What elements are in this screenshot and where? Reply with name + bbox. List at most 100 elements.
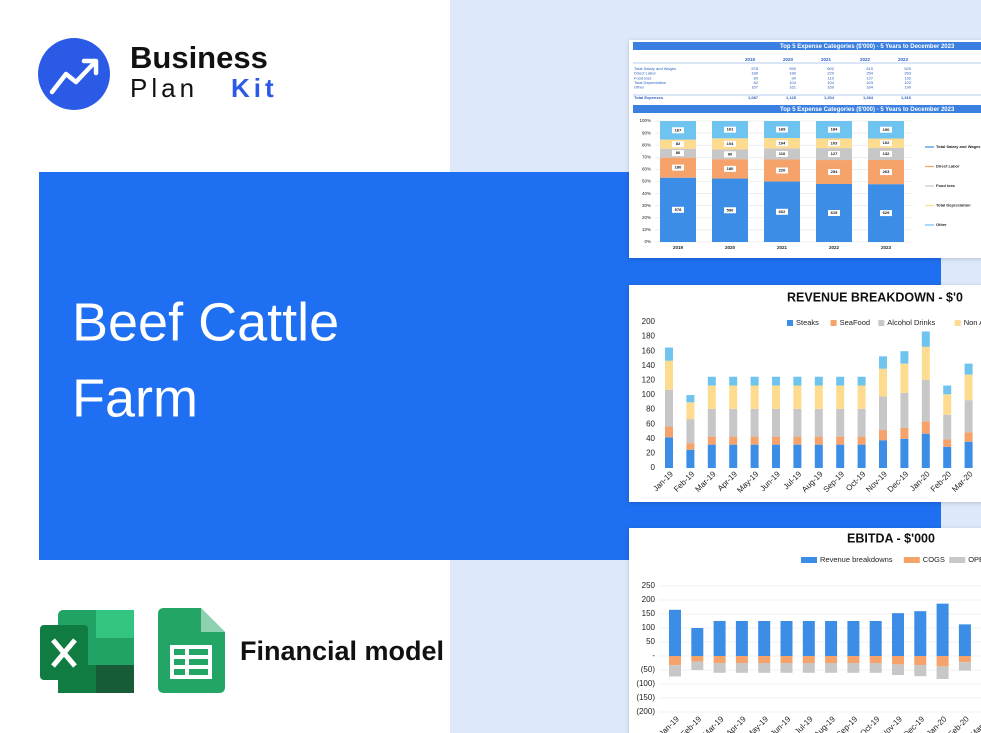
y-tick-label: 150 xyxy=(642,609,656,618)
bar xyxy=(857,385,866,409)
table-title: Top 5 Expense Categories ($'000) - 5 Yea… xyxy=(780,44,955,50)
data-label: 190 xyxy=(883,127,890,132)
bar xyxy=(793,444,802,468)
table-cell: Total Salary and Wages xyxy=(634,66,676,71)
table-cell: 80 xyxy=(754,75,759,80)
legend-label: Steaks xyxy=(796,318,819,327)
table-cell: 602 xyxy=(827,66,834,71)
y-tick-label: 120 xyxy=(642,376,656,385)
bar xyxy=(802,663,815,673)
data-label: 263 xyxy=(883,169,890,174)
legend-marker xyxy=(954,320,961,326)
brand-business: Business xyxy=(130,40,268,75)
y-tick-label: 180 xyxy=(642,332,656,341)
y-tick-label: 10% xyxy=(642,227,651,232)
bar xyxy=(735,621,748,656)
y-tick-label: - xyxy=(652,651,655,660)
bar xyxy=(943,439,952,447)
bar xyxy=(936,656,949,667)
bar xyxy=(869,656,882,663)
table-cell: Food loss xyxy=(634,75,651,80)
bar xyxy=(772,376,780,386)
y-tick-label: 0% xyxy=(644,239,651,244)
data-label: 90 xyxy=(728,151,733,156)
bar xyxy=(691,656,704,662)
table-header: 2022 xyxy=(860,57,871,62)
bar xyxy=(707,385,716,409)
data-label-box xyxy=(776,126,788,133)
bar xyxy=(814,385,823,409)
bar xyxy=(665,347,673,361)
bar xyxy=(958,656,971,663)
legend-marker xyxy=(878,320,885,326)
data-label: 602 xyxy=(779,209,786,214)
bar xyxy=(914,611,927,656)
bar xyxy=(750,408,759,437)
table-cell: 1,087 xyxy=(748,95,759,100)
bar xyxy=(958,662,971,671)
data-label: 615 xyxy=(831,210,838,215)
y-tick-label: (100) xyxy=(636,679,655,688)
data-label-box xyxy=(724,140,736,147)
bar xyxy=(847,621,860,656)
y-tick-label: 60 xyxy=(646,419,655,428)
excel-x xyxy=(51,638,77,668)
table-cell: 590 xyxy=(789,66,796,71)
table-cell: 263 xyxy=(904,71,911,76)
bar xyxy=(825,656,838,663)
x-tick-label: 2023 xyxy=(881,245,892,250)
bar xyxy=(958,624,971,656)
bar xyxy=(814,408,823,437)
bar xyxy=(943,394,952,415)
data-label-box xyxy=(828,140,840,147)
data-label-box xyxy=(880,126,892,133)
bar xyxy=(892,656,904,665)
table-cell: 110 xyxy=(828,75,835,80)
bar xyxy=(900,363,909,393)
bar xyxy=(729,436,738,445)
data-label: 104 xyxy=(727,141,734,146)
data-label: 104 xyxy=(779,140,786,145)
legend-marker xyxy=(949,557,966,563)
bar xyxy=(713,656,726,663)
bar xyxy=(713,621,726,656)
logo xyxy=(38,38,110,110)
bar xyxy=(814,444,823,468)
bar xyxy=(735,656,748,663)
bar xyxy=(892,664,904,676)
data-label-box xyxy=(776,167,788,174)
bar xyxy=(857,376,866,386)
data-label-box xyxy=(724,165,736,172)
bar xyxy=(729,408,738,437)
table-cell: 1,316 xyxy=(901,95,912,100)
bar xyxy=(793,408,802,437)
data-label: 167 xyxy=(675,127,682,132)
bar xyxy=(869,621,882,656)
x-tick-label: 2022 xyxy=(829,245,840,250)
data-label: 590 xyxy=(727,207,734,212)
data-label-box xyxy=(672,127,684,134)
bar xyxy=(665,389,673,427)
sheets-fold xyxy=(201,608,225,632)
bar xyxy=(964,400,973,433)
y-tick-label: 100 xyxy=(642,390,656,399)
bar xyxy=(707,376,716,386)
bar xyxy=(869,663,882,673)
data-label-box xyxy=(880,150,892,157)
bar xyxy=(836,385,845,409)
bar xyxy=(892,613,904,656)
data-label-box xyxy=(828,126,840,133)
data-label-box xyxy=(880,210,892,217)
data-label-box xyxy=(828,209,840,216)
table-cell: 254 xyxy=(866,71,873,76)
bar xyxy=(772,408,780,437)
y-tick-label: 30% xyxy=(642,203,651,208)
bar xyxy=(921,346,930,380)
bar xyxy=(836,408,845,437)
data-label-box xyxy=(672,141,684,148)
bar xyxy=(836,376,845,386)
bar xyxy=(814,436,823,445)
table-cell: 102 xyxy=(904,80,911,85)
